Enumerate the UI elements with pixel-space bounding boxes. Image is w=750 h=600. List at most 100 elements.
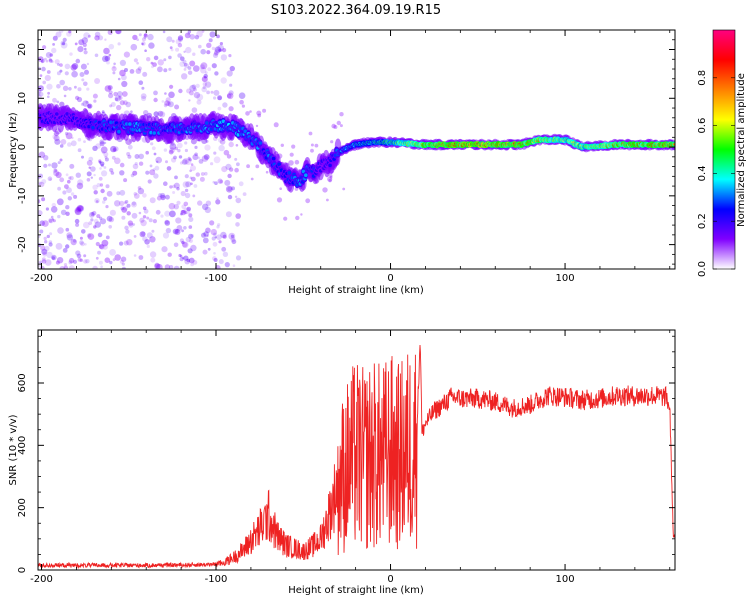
heatmap-noise-cell — [70, 64, 77, 71]
heatmap-noise-cell — [46, 251, 53, 259]
heatmap-noise-cell — [99, 244, 105, 250]
heatmap-noise-cell — [110, 145, 117, 153]
heatmap-noise-cell — [305, 198, 311, 204]
heatmap-noise-cell — [74, 207, 81, 214]
heatmap-noise-cell — [163, 103, 168, 108]
heatmap-noise-cell — [186, 206, 191, 212]
heatmap-noise-cell — [115, 30, 122, 35]
spectrogram-x-axis: -200 -100 0 100 — [30, 30, 671, 284]
heatmap-noise-cell — [201, 76, 208, 83]
heatmap-noise-cell — [204, 71, 208, 74]
heatmap-noise-cell — [168, 55, 172, 60]
heatmap-noise-cell — [151, 146, 156, 151]
heatmap-noise-cell — [57, 186, 61, 191]
heatmap-noise-cell — [55, 171, 62, 179]
heatmap-noise-cell — [94, 35, 100, 41]
heatmap-noise-cell — [43, 155, 49, 161]
x-tick-label: 100 — [556, 273, 575, 284]
heatmap-noise-cell — [72, 259, 78, 264]
heatmap-noise-cell — [179, 257, 184, 262]
heatmap-noise-cell — [145, 170, 150, 175]
heatmap-noise-cell — [71, 70, 78, 78]
heatmap-noise-cell — [112, 71, 116, 75]
heatmap-noise-cell — [314, 143, 319, 148]
heatmap-noise-cell — [48, 240, 53, 244]
heatmap-noise-cell — [191, 84, 197, 89]
heatmap-noise-cell — [185, 236, 191, 243]
heatmap-noise-cell — [205, 227, 211, 234]
heatmap-noise-cell — [60, 139, 67, 145]
heatmap-noise-cell — [175, 38, 182, 45]
heatmap-noise-cell — [199, 64, 205, 70]
heatmap-noise-cell — [175, 217, 182, 224]
heatmap-noise-cell — [205, 139, 209, 143]
heatmap-noise-cell — [173, 242, 179, 248]
heatmap-noise-cell — [67, 179, 71, 184]
heatmap-noise-cell — [182, 59, 187, 64]
heatmap-noise-cell — [222, 102, 228, 108]
heatmap-noise-cell — [189, 84, 196, 92]
heatmap-noise-cell — [214, 49, 220, 55]
heatmap-noise-cell — [76, 253, 82, 259]
heatmap-noise-cell — [180, 190, 186, 197]
heatmap-noise-cell — [121, 266, 126, 269]
heatmap-noise-cell — [63, 94, 67, 98]
heatmap-noise-cell — [173, 204, 179, 210]
heatmap-noise-cell — [136, 38, 139, 41]
heatmap-noise-cell — [217, 95, 223, 101]
heatmap-noise-cell — [226, 93, 232, 99]
heatmap-noise-cell — [198, 44, 202, 49]
heatmap-noise-cell — [217, 223, 221, 227]
snr-y-axis: 0 200 400 600 — [17, 335, 675, 573]
heatmap-noise-cell — [191, 107, 198, 113]
heatmap-noise-cell — [310, 148, 314, 153]
heatmap-noise-cell — [235, 213, 241, 219]
heatmap-noise-cell — [47, 176, 53, 181]
heatmap-noise-cell — [131, 201, 137, 208]
heatmap-noise-cell — [216, 225, 220, 229]
heatmap-noise-cell — [189, 169, 192, 173]
heatmap-noise-cell — [51, 202, 56, 208]
heatmap-noise-cell — [184, 141, 188, 145]
heatmap-noise-cell — [45, 59, 49, 63]
heatmap-noise-cell — [103, 47, 110, 55]
heatmap-noise-cell — [68, 176, 72, 180]
heatmap-noise-cell — [186, 258, 191, 263]
heatmap-noise-cell — [41, 66, 46, 72]
heatmap-noise-cell — [53, 131, 60, 137]
heatmap-noise-cell — [94, 31, 101, 38]
heatmap-noise-cell — [265, 170, 269, 174]
snr-panel: -200 -100 0 100 0 200 400 600 Height of straig… — [8, 329, 676, 596]
heatmap-noise-cell — [204, 206, 211, 214]
heatmap-noise-cell — [226, 154, 232, 159]
heatmap-noise-cell — [95, 241, 100, 247]
heatmap-noise-cell — [174, 146, 179, 151]
heatmap-noise-cell — [160, 194, 166, 201]
heatmap-noise-cell — [193, 91, 201, 99]
heatmap-noise-cell — [152, 62, 157, 67]
heatmap-noise-cell — [149, 236, 156, 243]
heatmap-noise-cell — [168, 202, 176, 210]
heatmap-noise-cell — [90, 212, 95, 217]
heatmap-noise-cell — [234, 195, 238, 198]
heatmap-noise-cell — [48, 219, 53, 223]
heatmap-noise-cell — [331, 123, 337, 129]
heatmap-noise-cell — [300, 213, 303, 216]
heatmap-noise-cell — [116, 104, 122, 111]
heatmap-noise-cell — [132, 170, 138, 176]
colorbar: 0.0 0.2 0.4 0.6 0.8 Normalized spectral ampl… — [697, 29, 747, 277]
heatmap-noise-cell — [65, 132, 73, 140]
heatmap-noise-cell — [214, 236, 217, 239]
heatmap-noise-cell — [230, 237, 236, 242]
heatmap-noise-cell — [93, 225, 97, 229]
heatmap-noise-cell — [165, 97, 171, 103]
heatmap-noise-cell — [46, 70, 51, 74]
heatmap-noise-cell — [222, 48, 227, 53]
heatmap-noise-cell — [80, 102, 84, 106]
heatmap-noise-cell — [164, 92, 167, 95]
heatmap-noise-cell — [185, 46, 192, 54]
heatmap-noise-cell — [193, 65, 200, 72]
heatmap-noise-cell — [206, 234, 209, 238]
